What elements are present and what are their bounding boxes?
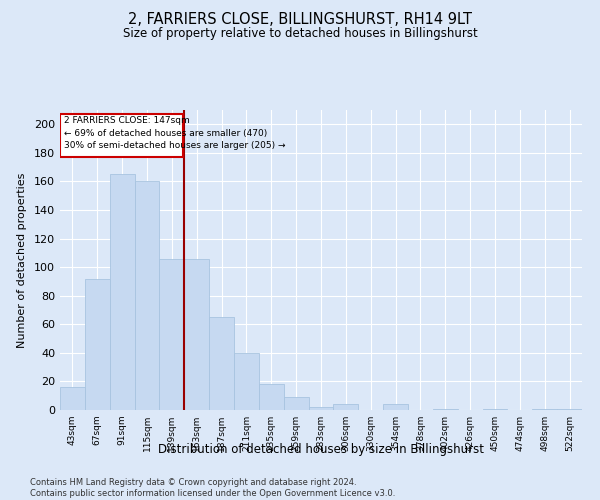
Bar	[209, 317, 234, 410]
Bar	[60, 114, 183, 157]
Bar	[284, 397, 308, 410]
Bar	[60, 387, 85, 410]
Bar	[308, 407, 334, 410]
Bar	[433, 408, 458, 410]
Bar	[234, 353, 259, 410]
Bar	[334, 404, 358, 410]
Text: 2 FARRIERS CLOSE: 147sqm: 2 FARRIERS CLOSE: 147sqm	[64, 116, 190, 124]
Bar	[110, 174, 134, 410]
Text: Distribution of detached houses by size in Billingshurst: Distribution of detached houses by size …	[158, 442, 484, 456]
Text: 2, FARRIERS CLOSE, BILLINGSHURST, RH14 9LT: 2, FARRIERS CLOSE, BILLINGSHURST, RH14 9…	[128, 12, 472, 28]
Bar	[134, 182, 160, 410]
Text: Contains HM Land Registry data © Crown copyright and database right 2024.
Contai: Contains HM Land Registry data © Crown c…	[30, 478, 395, 498]
Y-axis label: Number of detached properties: Number of detached properties	[17, 172, 27, 348]
Text: ← 69% of detached houses are smaller (470): ← 69% of detached houses are smaller (47…	[64, 128, 267, 138]
Bar	[259, 384, 284, 410]
Bar	[160, 258, 184, 410]
Bar	[557, 408, 582, 410]
Bar	[383, 404, 408, 410]
Bar	[532, 408, 557, 410]
Bar	[85, 278, 110, 410]
Text: Size of property relative to detached houses in Billingshurst: Size of property relative to detached ho…	[122, 28, 478, 40]
Bar	[482, 408, 508, 410]
Text: 30% of semi-detached houses are larger (205) →: 30% of semi-detached houses are larger (…	[64, 142, 285, 150]
Bar	[184, 258, 209, 410]
